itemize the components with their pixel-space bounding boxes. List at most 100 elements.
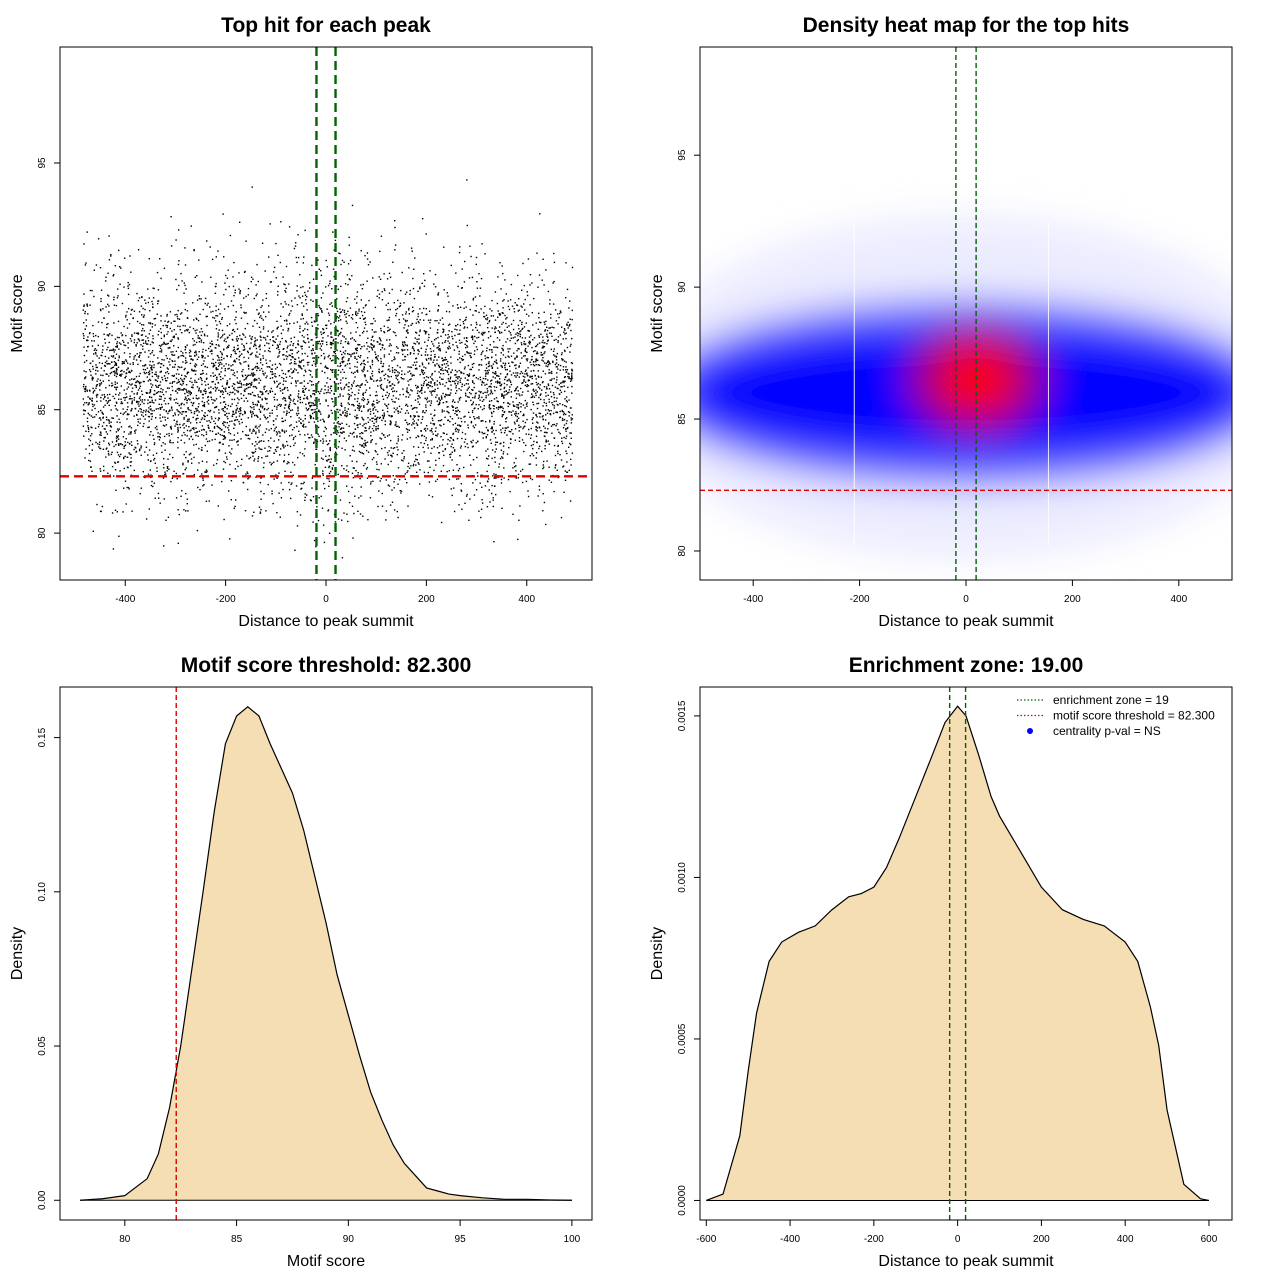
scatter-point <box>534 375 536 377</box>
scatter-point <box>348 244 350 246</box>
scatter-point <box>363 366 365 368</box>
scatter-point <box>485 373 487 375</box>
scatter-point <box>311 402 313 404</box>
scatter-point <box>329 343 332 345</box>
scatter-point <box>388 376 390 378</box>
scatter-point <box>142 411 144 414</box>
scatter-point <box>493 372 495 375</box>
scatter-point <box>458 350 460 353</box>
scatter-point <box>439 383 441 385</box>
scatter-point <box>420 347 422 349</box>
scatter-point <box>475 263 477 266</box>
scatter-point <box>110 349 112 351</box>
scatter-point <box>241 353 243 355</box>
scatter-point <box>451 443 453 445</box>
scatter-point <box>536 430 538 432</box>
scatter-point <box>214 400 216 402</box>
scatter-point <box>353 339 355 341</box>
scatter-point <box>471 380 474 382</box>
scatter-point <box>313 390 316 392</box>
scatter-point <box>136 342 138 344</box>
scatter-point <box>257 280 259 283</box>
scatter-point <box>561 437 563 439</box>
scatter-point <box>545 320 547 323</box>
scatter-point <box>115 375 118 378</box>
scatter-point <box>117 359 120 361</box>
scatter-point <box>153 457 156 460</box>
scatter-point <box>129 431 131 433</box>
scatter-point <box>520 411 522 413</box>
scatter-point <box>282 392 284 394</box>
scatter-point <box>110 255 112 257</box>
scatter-point <box>274 393 276 395</box>
scatter-point <box>139 352 141 354</box>
scatter-point <box>427 357 430 360</box>
scatter-point <box>107 323 109 325</box>
scatter-point <box>126 456 129 458</box>
scatter-point <box>224 436 227 439</box>
scatter-point <box>295 242 297 244</box>
scatter-point <box>564 398 566 400</box>
scatter-point <box>179 423 181 426</box>
scatter-point <box>275 431 278 433</box>
scatter-point <box>160 420 162 422</box>
scatter-point <box>139 396 141 398</box>
scatter-point <box>252 430 254 432</box>
scatter-point <box>431 437 433 440</box>
scatter-point <box>513 405 515 407</box>
scatter-point <box>293 444 295 447</box>
scatter-point <box>466 389 468 391</box>
scatter-point <box>457 428 459 431</box>
scatter-point <box>112 349 114 351</box>
scatter-point <box>211 381 213 383</box>
scatter-point <box>330 458 332 460</box>
scatter-point <box>411 375 413 377</box>
scatter-point <box>239 362 241 364</box>
scatter-point <box>170 351 172 353</box>
scatter-point <box>191 381 193 384</box>
scatter-point <box>372 407 375 410</box>
scatter-point <box>327 312 330 314</box>
scatter-point <box>149 370 151 372</box>
scatter-point <box>283 461 285 463</box>
scatter-point <box>266 398 268 400</box>
scatter-point <box>170 425 172 428</box>
scatter-point <box>217 344 220 346</box>
scatter-point <box>95 264 98 266</box>
scatter-point <box>287 304 290 306</box>
scatter-point <box>411 250 413 252</box>
scatter-point <box>166 470 168 472</box>
scatter-point <box>377 416 379 419</box>
scatter-point <box>162 364 165 367</box>
scatter-point <box>466 340 468 343</box>
scatter-point <box>198 389 200 391</box>
scatter-point <box>177 402 179 405</box>
scatter-point <box>247 437 249 440</box>
scatter-point <box>337 388 339 390</box>
scatter-point <box>137 424 139 427</box>
scatter-point <box>338 320 340 322</box>
scatter-point <box>414 364 417 366</box>
scatter-point <box>538 426 541 428</box>
scatter-point <box>162 324 164 327</box>
scatter-point <box>351 337 354 339</box>
scatter-point <box>507 426 509 428</box>
scatter-point <box>177 429 179 432</box>
scatter-point <box>219 322 222 325</box>
scatter-point <box>390 422 392 424</box>
scatter-point <box>123 341 125 343</box>
scatter-point <box>376 453 379 456</box>
scatter-point <box>471 336 474 338</box>
scatter-point <box>186 420 188 422</box>
scatter-point <box>141 334 144 336</box>
scatter-point <box>259 362 262 364</box>
scatter-point <box>180 407 182 409</box>
scatter-point <box>489 393 491 395</box>
scatter-point <box>260 404 262 406</box>
scatter-point <box>141 399 144 401</box>
scatter-point <box>209 430 211 432</box>
scatter-point <box>176 392 179 394</box>
scatter-point <box>526 291 528 293</box>
scatter-point <box>111 385 113 387</box>
scatter-point <box>357 371 359 373</box>
